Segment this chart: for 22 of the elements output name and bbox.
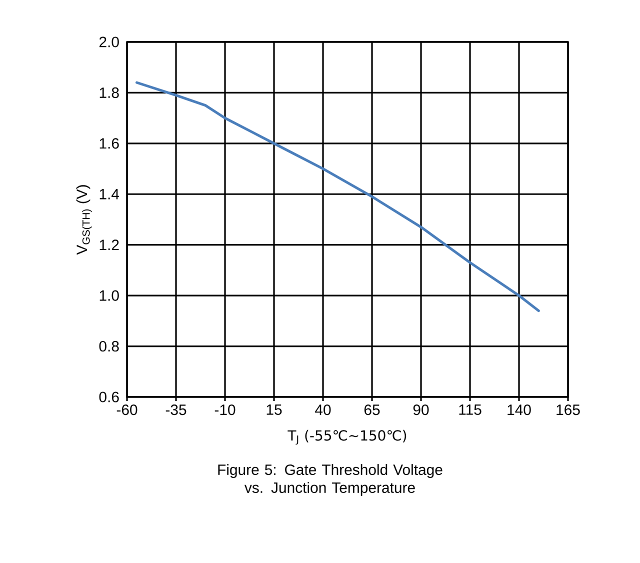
y-tick-label: 1.8 <box>100 87 119 98</box>
x-axis-title: T$_{J}$ (-55℃~150℃) <box>288 430 406 445</box>
y-tick-label: 1.6 <box>100 138 119 149</box>
x-tick-label: 40 <box>315 404 331 416</box>
x-tick-label: -10 <box>214 404 236 416</box>
y-tick-label: 1.0 <box>100 290 119 301</box>
x-tick-label: 140 <box>508 404 531 416</box>
x-tick-label: 165 <box>556 404 580 416</box>
x-tick-label: 115 <box>459 404 482 415</box>
y-tick-label: 0.6 <box>99 392 119 402</box>
y-tick-label: 1.4 <box>100 188 120 200</box>
line-series <box>136 81 540 312</box>
x-tick-label: 65 <box>364 404 380 416</box>
y-tick-label: 2.0 <box>99 36 119 48</box>
x-tick-label: 90 <box>413 404 429 416</box>
x-tick-label: 15 <box>266 404 282 415</box>
text: Figure 5: Gate Threshold Voltage vs. Junction Temperature <box>218 464 442 496</box>
x-tick-label: -35 <box>166 404 186 416</box>
y-tick-label: 1.2 <box>100 240 119 250</box>
x-tick-label: -60 <box>116 404 138 416</box>
y-tick-label: 0.8 <box>99 340 119 352</box>
y-axis-title: V$_{GS(TH)}$ (V) <box>76 185 92 255</box>
